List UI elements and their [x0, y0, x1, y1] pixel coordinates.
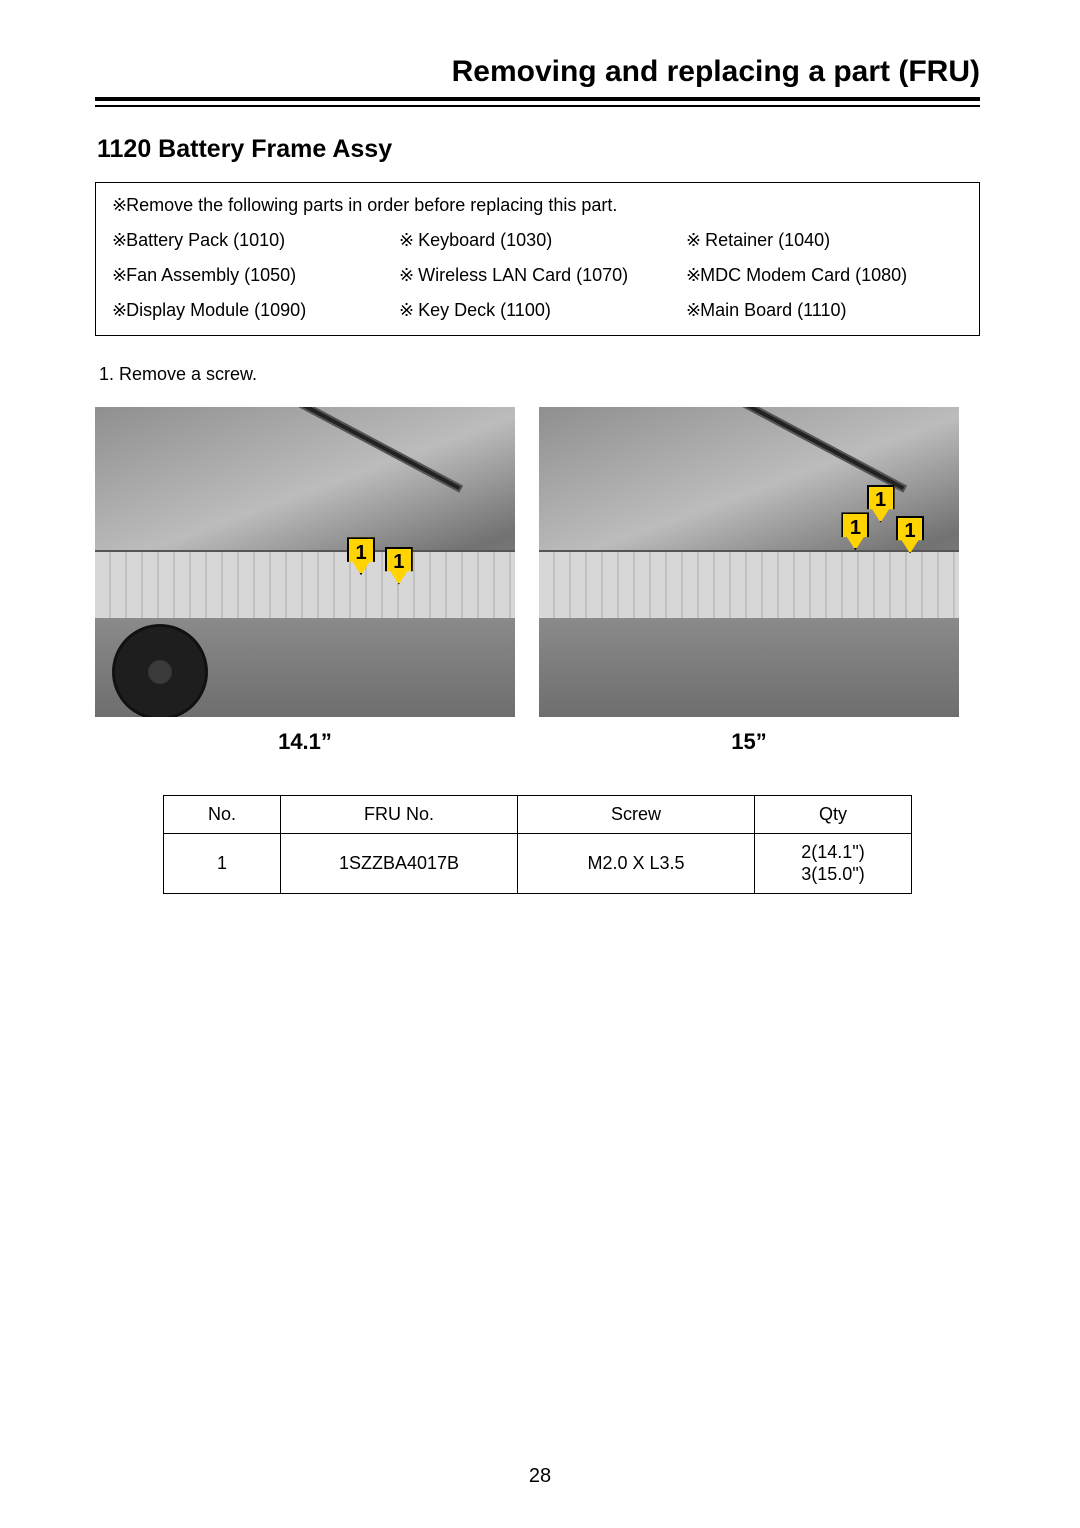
callout-label: 1	[393, 551, 404, 574]
callout-label: 1	[904, 520, 915, 543]
prereq-item-label: Wireless LAN Card (1070)	[418, 265, 628, 285]
prereq-item-label: Main Board (1110)	[700, 300, 846, 320]
prereq-item-label: Keyboard (1030)	[418, 230, 552, 250]
prereq-item: ※ Key Deck (1100)	[399, 300, 676, 321]
prereq-item: ※Battery Pack (1010)	[112, 230, 389, 251]
size-label-right: 15”	[539, 729, 959, 755]
prereq-item: ※Display Module (1090)	[112, 300, 389, 321]
col-qty: Qty	[755, 796, 912, 834]
screw-callout: 1	[347, 537, 375, 575]
asterisk-icon: ※	[686, 300, 700, 320]
cell-no: 1	[164, 834, 281, 894]
prereq-item: ※ Keyboard (1030)	[399, 230, 676, 251]
col-screw: Screw	[518, 796, 755, 834]
prereq-item-label: MDC Modem Card (1080)	[700, 265, 907, 285]
callout-label: 1	[355, 542, 366, 565]
page-header-title: Removing and replacing a part (FRU)	[95, 55, 980, 89]
section-title: 1120 Battery Frame Assy	[97, 135, 980, 164]
screw-callout: 1	[841, 512, 869, 550]
asterisk-icon: ※	[112, 230, 126, 250]
qty-line-1: 2(14.1")	[801, 842, 864, 862]
table-row: 1 1SZZBA4017B M2.0 X L3.5 2(14.1") 3(15.…	[164, 834, 912, 894]
prerequisite-note: ※Remove the following parts in order bef…	[112, 195, 963, 216]
page-number: 28	[0, 1465, 1080, 1488]
prereq-item-label: Key Deck (1100)	[418, 300, 551, 320]
screwdriver-icon	[255, 407, 461, 490]
cell-qty: 2(14.1") 3(15.0")	[755, 834, 912, 894]
qty-line-2: 3(15.0")	[801, 864, 864, 884]
asterisk-icon: ※	[112, 265, 126, 285]
callout-label: 1	[875, 489, 886, 512]
prereq-item: ※ Wireless LAN Card (1070)	[399, 265, 676, 286]
board-strip	[539, 550, 959, 622]
page: Removing and replacing a part (FRU) 1120…	[0, 0, 1080, 1528]
cell-fru-no: 1SZZBA4017B	[281, 834, 518, 894]
asterisk-icon: ※	[399, 300, 413, 320]
screw-table: No. FRU No. Screw Qty 1 1SZZBA4017B M2.0…	[163, 795, 912, 894]
col-fru-no: FRU No.	[281, 796, 518, 834]
asterisk-icon: ※	[399, 230, 413, 250]
prereq-item: ※ Retainer (1040)	[686, 230, 963, 251]
figure-right: 1 1 1	[539, 407, 959, 717]
asterisk-icon: ※	[112, 195, 126, 215]
figure-row: 1 1 1 1 1	[95, 407, 980, 717]
cell-screw: M2.0 X L3.5	[518, 834, 755, 894]
asterisk-icon: ※	[399, 265, 413, 285]
size-label-left: 14.1”	[95, 729, 515, 755]
board-strip	[95, 550, 515, 622]
prerequisite-note-text: Remove the following parts in order befo…	[126, 195, 617, 215]
prereq-item: ※Main Board (1110)	[686, 300, 963, 321]
figure-size-labels: 14.1” 15”	[95, 729, 980, 755]
prereq-item-label: Battery Pack (1010)	[126, 230, 285, 250]
prereq-item-label: Retainer (1040)	[705, 230, 830, 250]
screw-table-wrap: No. FRU No. Screw Qty 1 1SZZBA4017B M2.0…	[95, 795, 980, 894]
screwdriver-icon	[699, 407, 905, 490]
prereq-item-label: Fan Assembly (1050)	[126, 265, 296, 285]
table-header-row: No. FRU No. Screw Qty	[164, 796, 912, 834]
screw-callout: 1	[867, 485, 895, 523]
col-no: No.	[164, 796, 281, 834]
prerequisite-grid: ※Battery Pack (1010) ※ Keyboard (1030) ※…	[112, 230, 963, 321]
prerequisite-box: ※Remove the following parts in order bef…	[95, 182, 980, 336]
fan-icon	[112, 624, 208, 717]
figure-left: 1 1	[95, 407, 515, 717]
callout-label: 1	[850, 517, 861, 540]
prereq-item: ※Fan Assembly (1050)	[112, 265, 389, 286]
asterisk-icon: ※	[686, 230, 700, 250]
asterisk-icon: ※	[686, 265, 700, 285]
prereq-item: ※MDC Modem Card (1080)	[686, 265, 963, 286]
screw-callout: 1	[896, 516, 924, 554]
prereq-item-label: Display Module (1090)	[126, 300, 306, 320]
asterisk-icon: ※	[112, 300, 126, 320]
screw-callout: 1	[385, 547, 413, 585]
header-divider	[95, 97, 980, 107]
step-text: 1. Remove a screw.	[99, 364, 980, 385]
board-lower	[539, 618, 959, 717]
